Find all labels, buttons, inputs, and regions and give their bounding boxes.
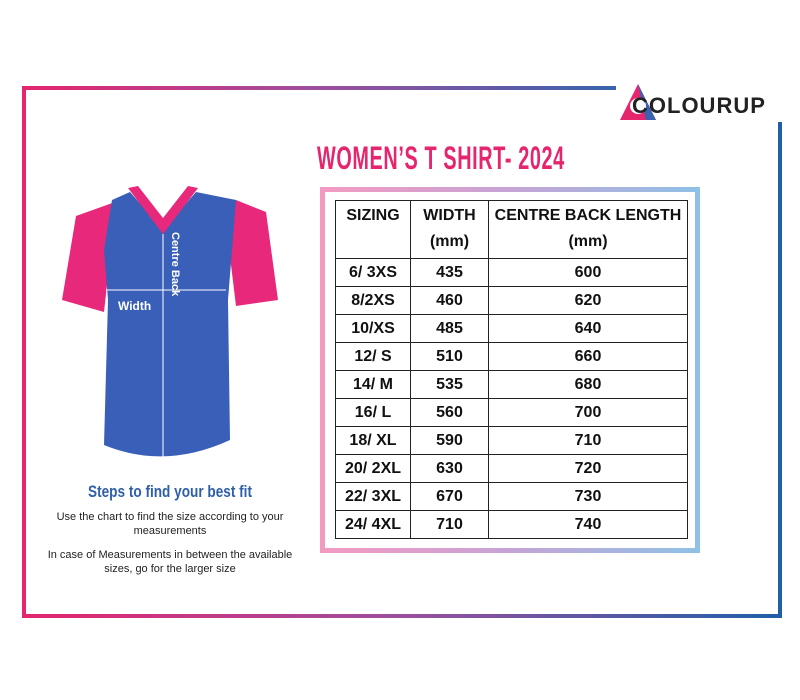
table-cell: 485 [410, 314, 489, 343]
logo: COLOURUP [620, 84, 766, 120]
brand: COLOURUP [632, 93, 766, 118]
table-cell: 600 [488, 258, 688, 287]
table-cell: 20/ 2XL [335, 454, 411, 483]
header-cell: SIZING [335, 200, 411, 259]
header-text: SIZING [346, 207, 400, 224]
header-row: SIZING WIDTH (mm) CENTRE BACK LENGTH (mm) [335, 200, 688, 259]
table-cell: 24/ 4XL [335, 510, 411, 539]
title: WOMEN’S T SHIRT- 2024 [317, 140, 565, 176]
width-label: Width [118, 299, 151, 313]
table-panel: SIZING WIDTH (mm) CENTRE BACK LENGTH (mm) 6/… [325, 192, 695, 548]
table-cell: 710 [488, 426, 688, 455]
sleeve-right [194, 196, 278, 306]
table-cell: 630 [410, 454, 489, 483]
frame-left [22, 86, 26, 618]
table-cell: 730 [488, 482, 688, 511]
tips: Steps to find your best fit Use the char… [45, 482, 295, 586]
table-frame: SIZING WIDTH (mm) CENTRE BACK LENGTH (mm) 6/… [320, 187, 700, 553]
logo-icon-shade [638, 84, 656, 120]
tip: Use the chart to find the size according… [56, 511, 284, 537]
header-cell: WIDTH (mm) [410, 200, 489, 259]
table-cell: 16/ L [335, 398, 411, 427]
table-cell: 6/ 3XS [335, 258, 411, 287]
table-cell: 670 [410, 482, 489, 511]
collar [128, 186, 198, 234]
header-text: CENTRE BACK LENGTH [494, 207, 682, 224]
logo-dot [630, 98, 646, 114]
table-cell: 510 [410, 342, 489, 371]
frame-top [22, 86, 616, 90]
table-cell: 435 [410, 258, 489, 287]
table-cell: 12/ S [335, 342, 411, 371]
table-cell: 18/ XL [335, 426, 411, 455]
table-row: 22/ 3XL 670 730 [335, 482, 688, 511]
table-cell: 660 [488, 342, 688, 371]
table-row: 24/ 4XL 710 740 [335, 510, 688, 539]
table-cell: 10/XS [335, 314, 411, 343]
tip: In case of Measurements in between the a… [47, 549, 293, 575]
table-cell: 535 [410, 370, 489, 399]
table-row: 10/XS 485 640 [335, 314, 688, 343]
table-row: 20/ 2XL 630 720 [335, 454, 688, 483]
table-cell: 710 [410, 510, 489, 539]
shirt-body [104, 192, 236, 457]
table-row: 18/ XL 590 710 [335, 426, 688, 455]
table-cell: 720 [488, 454, 688, 483]
table-cell: 620 [488, 286, 688, 315]
tips-heading: Steps to find your best fit [88, 482, 252, 501]
table-cell: 590 [410, 426, 489, 455]
table-cell: 460 [410, 286, 489, 315]
centre-label: Centre Back [169, 232, 181, 297]
table-cell: 680 [488, 370, 688, 399]
table-cell: 700 [488, 398, 688, 427]
table-cell: 640 [488, 314, 688, 343]
table-cell: 22/ 3XL [335, 482, 411, 511]
table-cell: 14/ M [335, 370, 411, 399]
table-row: 8/2XS 460 620 [335, 286, 688, 315]
header-text: (mm) [568, 233, 608, 250]
shirt-diagram: Centre Back Width [62, 186, 278, 462]
table-row: 12/ S 510 660 [335, 342, 688, 371]
table-cell: 8/2XS [335, 286, 411, 315]
size-table: SIZING WIDTH (mm) CENTRE BACK LENGTH (mm) 6/… [335, 200, 688, 539]
table-row: 14/ M 535 680 [335, 370, 688, 399]
table-cell: 560 [410, 398, 489, 427]
table-row: 6/ 3XS 435 600 [335, 258, 688, 287]
header-cell: CENTRE BACK LENGTH (mm) [488, 200, 688, 259]
header-text: WIDTH [423, 207, 476, 224]
frame-bottom [22, 614, 782, 618]
header-text: (mm) [429, 233, 470, 250]
table-cell: 740 [488, 510, 688, 539]
frame-right [778, 122, 782, 618]
table-row: 16/ L 560 700 [335, 398, 688, 427]
